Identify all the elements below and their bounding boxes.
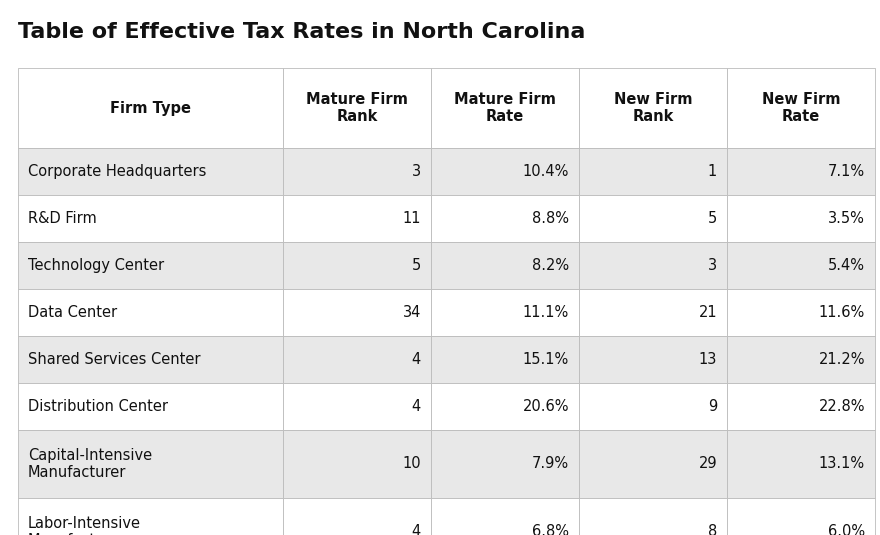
Text: 13: 13 <box>699 352 717 367</box>
Text: 3: 3 <box>412 164 421 179</box>
Bar <box>283 498 431 535</box>
Bar <box>431 498 579 535</box>
Bar <box>18 68 283 148</box>
Bar <box>431 242 579 289</box>
Bar <box>18 498 283 535</box>
Bar <box>431 195 579 242</box>
Bar <box>283 148 431 195</box>
Text: Mature Firm
Rate: Mature Firm Rate <box>454 92 556 124</box>
Bar <box>579 68 727 148</box>
Text: Distribution Center: Distribution Center <box>28 399 168 414</box>
Text: Technology Center: Technology Center <box>28 258 165 273</box>
Text: 3: 3 <box>708 258 717 273</box>
Bar <box>727 289 875 336</box>
Text: 7.9%: 7.9% <box>532 456 569 471</box>
Bar <box>431 148 579 195</box>
Text: 4: 4 <box>412 352 421 367</box>
Text: 1: 1 <box>708 164 717 179</box>
Bar <box>18 430 283 498</box>
Text: Shared Services Center: Shared Services Center <box>28 352 201 367</box>
Text: 21.2%: 21.2% <box>818 352 865 367</box>
Text: 11.6%: 11.6% <box>818 305 865 320</box>
Text: 3.5%: 3.5% <box>828 211 865 226</box>
Bar <box>579 430 727 498</box>
Text: 6.8%: 6.8% <box>532 524 569 535</box>
Bar <box>283 195 431 242</box>
Text: 20.6%: 20.6% <box>523 399 569 414</box>
Text: 9: 9 <box>708 399 717 414</box>
Text: 13.1%: 13.1% <box>819 456 865 471</box>
Bar <box>283 289 431 336</box>
Bar <box>727 336 875 383</box>
Bar <box>727 242 875 289</box>
Text: Firm Type: Firm Type <box>110 101 191 116</box>
Bar <box>431 430 579 498</box>
Bar <box>579 383 727 430</box>
Bar <box>283 383 431 430</box>
Text: R&D Firm: R&D Firm <box>28 211 97 226</box>
Bar <box>18 195 283 242</box>
Text: 8: 8 <box>708 524 717 535</box>
Text: 10.4%: 10.4% <box>523 164 569 179</box>
Bar <box>727 498 875 535</box>
Bar <box>727 68 875 148</box>
Bar <box>579 195 727 242</box>
Text: Labor-Intensive
Manufacturer: Labor-Intensive Manufacturer <box>28 516 141 535</box>
Text: 8.8%: 8.8% <box>532 211 569 226</box>
Text: Data Center: Data Center <box>28 305 117 320</box>
Bar <box>579 242 727 289</box>
Text: Table of Effective Tax Rates in North Carolina: Table of Effective Tax Rates in North Ca… <box>18 22 585 42</box>
Text: 7.1%: 7.1% <box>828 164 865 179</box>
Text: 34: 34 <box>403 305 421 320</box>
Text: Capital-Intensive
Manufacturer: Capital-Intensive Manufacturer <box>28 448 152 480</box>
Text: 11: 11 <box>402 211 421 226</box>
Bar <box>579 498 727 535</box>
Text: 5: 5 <box>708 211 717 226</box>
Bar <box>18 242 283 289</box>
Text: New Firm
Rate: New Firm Rate <box>762 92 840 124</box>
Bar <box>18 383 283 430</box>
Bar <box>431 383 579 430</box>
Bar <box>283 430 431 498</box>
Text: 4: 4 <box>412 524 421 535</box>
Bar <box>727 383 875 430</box>
Bar <box>283 336 431 383</box>
Bar <box>18 336 283 383</box>
Text: 29: 29 <box>699 456 717 471</box>
Text: 5: 5 <box>412 258 421 273</box>
Text: 11.1%: 11.1% <box>523 305 569 320</box>
Text: 6.0%: 6.0% <box>828 524 865 535</box>
Bar <box>431 289 579 336</box>
Bar <box>579 336 727 383</box>
Text: 21: 21 <box>699 305 717 320</box>
Bar <box>579 148 727 195</box>
Bar <box>431 336 579 383</box>
Bar <box>283 242 431 289</box>
Text: 10: 10 <box>402 456 421 471</box>
Bar <box>727 148 875 195</box>
Bar <box>579 289 727 336</box>
Bar <box>431 68 579 148</box>
Text: 22.8%: 22.8% <box>818 399 865 414</box>
Text: Mature Firm
Rank: Mature Firm Rank <box>306 92 408 124</box>
Text: 5.4%: 5.4% <box>828 258 865 273</box>
Bar <box>727 430 875 498</box>
Bar <box>283 68 431 148</box>
Bar <box>727 195 875 242</box>
Bar <box>18 289 283 336</box>
Text: Corporate Headquarters: Corporate Headquarters <box>28 164 207 179</box>
Text: New Firm
Rank: New Firm Rank <box>613 92 693 124</box>
Text: 4: 4 <box>412 399 421 414</box>
Text: 8.2%: 8.2% <box>532 258 569 273</box>
Bar <box>18 148 283 195</box>
Text: 15.1%: 15.1% <box>523 352 569 367</box>
